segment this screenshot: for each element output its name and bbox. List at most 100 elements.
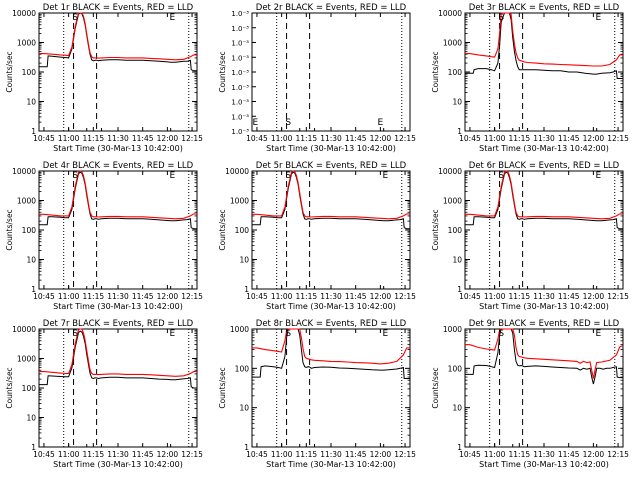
y-tick-label: 10 bbox=[26, 98, 36, 107]
y-tick-label: 1.0⁻³ bbox=[231, 113, 249, 121]
y-tick-label: 1.0⁻³ bbox=[231, 40, 249, 48]
y-tick-label: 100 bbox=[448, 364, 463, 373]
y-axis-title: Counts/sec bbox=[431, 367, 440, 408]
y-tick-label: 10 bbox=[26, 414, 36, 423]
y-tick-label: 1.0⁻³ bbox=[231, 99, 249, 107]
y-tick-label: 100 bbox=[235, 226, 250, 235]
x-tick-label: 12:00 bbox=[157, 134, 179, 143]
y-tick-label: 1 bbox=[457, 443, 462, 452]
y-tick-label: 10000 bbox=[225, 167, 249, 176]
x-axis-title: Start Time (30-Mar-13 10:42:00) bbox=[266, 144, 396, 153]
x-tick-label: 11:15 bbox=[83, 134, 105, 143]
y-axis-title: Counts/sec bbox=[218, 367, 227, 408]
x-tick-label: 12:15 bbox=[181, 450, 203, 459]
y-axis-title: Counts/sec bbox=[218, 51, 227, 92]
x-tick-label: 12:00 bbox=[583, 292, 605, 301]
series-line-lld bbox=[465, 328, 624, 379]
x-tick-label: 10:45 bbox=[33, 292, 55, 301]
chart-title: Det 2r BLACK = Events, RED = LLD bbox=[256, 3, 407, 13]
y-tick-label: 100 bbox=[22, 384, 37, 393]
x-tick-label: 12:15 bbox=[181, 292, 203, 301]
x-tick-label: 11:30 bbox=[107, 450, 129, 459]
series-line-lld bbox=[465, 12, 623, 67]
series-line-lld bbox=[39, 12, 197, 61]
x-tick-label: 11:00 bbox=[484, 450, 506, 459]
y-tick-label: 1.0⁻³ bbox=[231, 128, 249, 136]
y-tick-label: 1000 bbox=[230, 197, 249, 206]
x-tick-label: 12:00 bbox=[583, 450, 605, 459]
marker-e: E bbox=[595, 329, 601, 339]
series-line-events bbox=[39, 330, 197, 389]
x-tick-label: 10:45 bbox=[33, 450, 55, 459]
chart-title: Det 8r BLACK = Events, RED = LLD bbox=[256, 319, 407, 329]
x-tick-label: 11:45 bbox=[345, 134, 367, 143]
x-tick-label: 12:15 bbox=[607, 450, 629, 459]
marker-e: E bbox=[169, 13, 175, 23]
plot-frame bbox=[251, 170, 411, 290]
x-tick-label: 11:15 bbox=[296, 134, 318, 143]
y-tick-label: 10 bbox=[452, 98, 462, 107]
y-axis-title: Counts/sec bbox=[5, 51, 14, 92]
x-tick-label: 12:15 bbox=[607, 134, 629, 143]
series-line-events bbox=[252, 171, 410, 230]
y-tick-label: 1.0⁻³ bbox=[231, 54, 249, 62]
x-tick-label: 11:45 bbox=[558, 450, 580, 459]
y-tick-label: 1.0⁻³ bbox=[231, 25, 249, 33]
x-axis-title: Start Time (30-Mar-13 10:42:00) bbox=[53, 302, 183, 311]
x-tick-label: 11:00 bbox=[58, 450, 80, 459]
marker-e: E bbox=[169, 171, 175, 181]
x-tick-label: 11:15 bbox=[83, 450, 105, 459]
marker-e: E bbox=[378, 118, 384, 128]
chart-title: Det 4r BLACK = Events, RED = LLD bbox=[43, 161, 194, 171]
marker-s: S bbox=[498, 329, 504, 339]
y-tick-label: 100 bbox=[235, 364, 250, 373]
y-tick-label: 100 bbox=[448, 68, 463, 77]
y-axis-title: Counts/sec bbox=[218, 209, 227, 250]
x-tick-label: 11:00 bbox=[58, 292, 80, 301]
y-tick-label: 1 bbox=[31, 443, 36, 452]
x-axis-title: Start Time (30-Mar-13 10:42:00) bbox=[266, 302, 396, 311]
y-axis-title: Counts/sec bbox=[5, 367, 14, 408]
plot-frame bbox=[38, 328, 198, 448]
x-axis-title: Start Time (30-Mar-13 10:42:00) bbox=[479, 460, 609, 469]
x-axis-title: Start Time (30-Mar-13 10:42:00) bbox=[266, 460, 396, 469]
marker-s: S bbox=[285, 171, 291, 181]
x-tick-label: 12:15 bbox=[607, 292, 629, 301]
x-tick-label: 11:45 bbox=[132, 450, 154, 459]
x-tick-label: 10:45 bbox=[33, 134, 55, 143]
x-tick-label: 12:15 bbox=[394, 134, 416, 143]
x-tick-label: 11:00 bbox=[271, 292, 293, 301]
y-tick-label: 1000 bbox=[17, 355, 36, 364]
x-tick-label: 12:00 bbox=[157, 450, 179, 459]
x-tick-label: 12:15 bbox=[181, 134, 203, 143]
y-tick-label: 1 bbox=[31, 285, 36, 294]
x-axis-title: Start Time (30-Mar-13 10:42:00) bbox=[53, 144, 183, 153]
y-tick-label: 1 bbox=[457, 127, 462, 136]
plot-frame bbox=[38, 12, 198, 132]
y-tick-label: 1000 bbox=[443, 325, 462, 334]
series-line-lld bbox=[39, 328, 197, 377]
chart-title: Det 7r BLACK = Events, RED = LLD bbox=[43, 319, 194, 329]
plot-frame bbox=[38, 170, 198, 290]
y-tick-label: 100 bbox=[22, 226, 37, 235]
series-line-lld bbox=[465, 170, 623, 220]
x-tick-label: 11:45 bbox=[132, 292, 154, 301]
x-tick-label: 11:45 bbox=[558, 292, 580, 301]
y-tick-label: 1000 bbox=[17, 39, 36, 48]
y-tick-label: 1 bbox=[244, 285, 249, 294]
y-tick-label: 10000 bbox=[12, 167, 36, 176]
marker-e: E bbox=[382, 329, 388, 339]
y-axis-title: Counts/sec bbox=[431, 209, 440, 250]
x-tick-label: 11:00 bbox=[271, 450, 293, 459]
plot-frame bbox=[251, 12, 411, 132]
series-line-lld bbox=[39, 170, 197, 220]
chart-title: Det 9r BLACK = Events, RED = LLD bbox=[469, 319, 620, 329]
x-tick-label: 12:00 bbox=[370, 450, 392, 459]
x-axis-title: Start Time (30-Mar-13 10:42:00) bbox=[479, 144, 609, 153]
x-tick-label: 11:45 bbox=[345, 450, 367, 459]
x-tick-label: 11:30 bbox=[533, 450, 555, 459]
x-tick-label: 11:30 bbox=[320, 134, 342, 143]
x-tick-label: 11:30 bbox=[320, 450, 342, 459]
marker-s: S bbox=[285, 118, 291, 128]
